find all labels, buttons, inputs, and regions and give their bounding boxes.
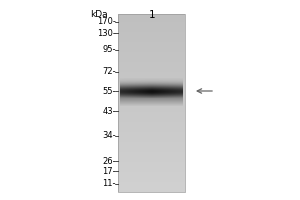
Text: 17-: 17- bbox=[102, 166, 116, 176]
Bar bbox=[118, 14, 185, 192]
Text: 130-: 130- bbox=[97, 28, 116, 38]
Text: 26-: 26- bbox=[102, 156, 116, 166]
Text: 170-: 170- bbox=[97, 18, 116, 26]
Text: 11-: 11- bbox=[103, 180, 116, 188]
Text: 43-: 43- bbox=[102, 106, 116, 116]
Text: 1: 1 bbox=[149, 10, 155, 20]
Text: 55-: 55- bbox=[103, 86, 116, 96]
Text: 72-: 72- bbox=[102, 68, 116, 76]
Text: 34-: 34- bbox=[102, 132, 116, 140]
Text: kDa: kDa bbox=[90, 10, 108, 19]
Text: 95-: 95- bbox=[103, 46, 116, 54]
